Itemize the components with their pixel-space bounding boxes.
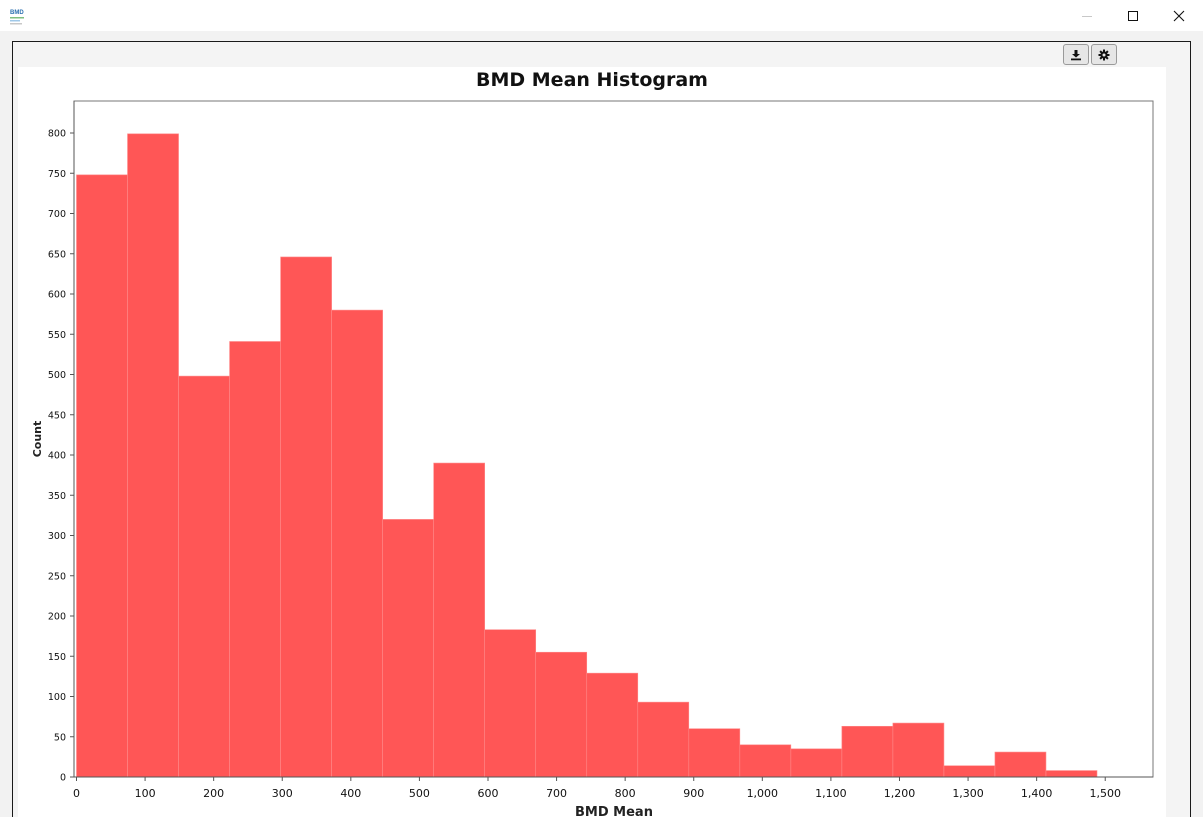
maximize-button[interactable] [1110,0,1156,31]
x-tick-label: 1,200 [884,787,916,800]
histogram-bar [943,765,996,778]
y-tick-label: 350 [48,491,66,502]
y-tick-label: 250 [48,571,66,582]
close-button[interactable] [1156,0,1202,31]
y-tick-label: 800 [48,129,66,140]
y-tick-label: 400 [48,451,66,462]
histogram-bar [688,728,741,778]
x-tick-label: 500 [409,787,430,800]
y-tick-label: 150 [48,652,66,663]
x-tick-label: 300 [272,787,293,800]
download-icon [1071,49,1081,60]
histogram-bar [229,341,281,778]
histogram-bar [637,701,690,778]
x-tick-label: 400 [340,787,361,800]
histogram-bar [433,462,485,778]
y-tick-label: 700 [48,209,66,220]
x-axis-title: BMD Mean [575,805,653,817]
download-button[interactable] [1063,44,1089,65]
settings-button[interactable] [1091,44,1117,65]
histogram-bar [280,256,332,778]
x-tick-label: 1,300 [952,787,984,800]
title-bar: BMD [0,0,1203,31]
y-tick-label: 650 [48,249,66,260]
histogram-bar [586,672,639,778]
x-tick-label: 600 [477,787,498,800]
maximize-icon [1128,10,1138,21]
y-tick-label: 750 [48,169,66,180]
app-logo-icon: BMD [10,10,24,25]
y-tick-label: 0 [60,773,66,784]
y-axis-title: Count [31,421,44,458]
histogram-bar [994,751,1047,778]
histogram-bar [1045,770,1098,778]
y-tick-label: 550 [48,330,66,341]
x-tick-label: 1,100 [815,787,847,800]
x-tick-label: 900 [683,787,704,800]
y-tick-label: 300 [48,531,66,542]
chart-title: BMD Mean Histogram [476,69,708,91]
histogram-bar [331,309,383,778]
histogram-bar [892,722,945,778]
svg-text:BMD: BMD [10,10,24,16]
y-tick-label: 500 [48,370,66,381]
histogram-bar [382,519,434,778]
y-tick-label: 600 [48,290,66,301]
x-tick-label: 800 [615,787,636,800]
x-tick-label: 100 [135,787,156,800]
histogram-bar [739,744,792,778]
y-tick-label: 100 [48,692,66,703]
x-tick-label: 1,400 [1021,787,1053,800]
histogram-bar [841,725,894,778]
minimize-icon [1082,15,1092,17]
histogram-bar [484,629,537,778]
y-tick-label: 50 [54,732,66,743]
histogram-bar [76,174,128,778]
histogram-bar [127,133,179,778]
x-tick-label: 200 [203,787,224,800]
minimize-button[interactable] [1064,0,1110,31]
close-icon [1173,10,1185,21]
y-tick-label: 200 [48,612,66,623]
histogram-bar [178,375,230,778]
x-tick-label: 1,000 [747,787,779,800]
y-tick-label: 450 [48,410,66,421]
x-tick-label: 700 [546,787,567,800]
histogram-bar [790,748,843,778]
gear-icon [1098,49,1110,60]
histogram-bar [535,651,588,778]
x-tick-label: 1,500 [1089,787,1121,800]
x-tick-label: 0 [73,787,80,800]
